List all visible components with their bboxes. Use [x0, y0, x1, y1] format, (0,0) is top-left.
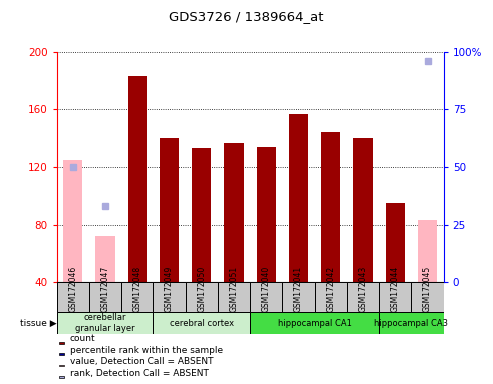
Bar [89, 282, 121, 312]
Bar [379, 282, 412, 312]
Text: GSM172042: GSM172042 [326, 266, 335, 312]
Text: cerebral cortex: cerebral cortex [170, 319, 234, 328]
Text: GSM172045: GSM172045 [423, 266, 432, 312]
Text: tissue ▶: tissue ▶ [20, 319, 57, 328]
Bar [289, 114, 308, 282]
Bar [121, 282, 153, 312]
Text: GSM172046: GSM172046 [69, 266, 77, 312]
Bar [224, 142, 244, 282]
Bar [418, 220, 437, 282]
Text: count: count [70, 334, 96, 343]
Text: GSM172051: GSM172051 [230, 266, 239, 312]
Bar [59, 353, 64, 355]
Bar [353, 138, 373, 282]
Bar [282, 282, 315, 312]
Text: value, Detection Call = ABSENT: value, Detection Call = ABSENT [70, 357, 213, 366]
Bar [63, 160, 82, 282]
Text: hippocampal CA3: hippocampal CA3 [375, 319, 449, 328]
Bar [96, 236, 115, 282]
Bar [59, 365, 64, 366]
Bar [321, 132, 341, 282]
Bar [347, 282, 379, 312]
Bar [59, 376, 64, 378]
Bar [57, 282, 89, 312]
Text: GSM172040: GSM172040 [262, 266, 271, 312]
Text: GSM172044: GSM172044 [391, 266, 400, 312]
Text: GSM172048: GSM172048 [133, 266, 142, 312]
Bar [186, 282, 218, 312]
Bar [57, 312, 153, 334]
Bar [160, 138, 179, 282]
Bar [257, 147, 276, 282]
Text: hippocampal CA1: hippocampal CA1 [278, 319, 352, 328]
Bar [386, 203, 405, 282]
Text: GDS3726 / 1389664_at: GDS3726 / 1389664_at [169, 10, 324, 23]
Text: GSM172049: GSM172049 [165, 266, 174, 312]
Bar [153, 312, 250, 334]
Bar [315, 282, 347, 312]
Bar [250, 282, 282, 312]
Bar [250, 312, 379, 334]
Bar [379, 312, 444, 334]
Bar [192, 148, 211, 282]
Text: GSM172041: GSM172041 [294, 266, 303, 312]
Bar [128, 76, 147, 282]
Text: cerebellar
granular layer: cerebellar granular layer [75, 313, 135, 333]
Bar [218, 282, 250, 312]
Text: rank, Detection Call = ABSENT: rank, Detection Call = ABSENT [70, 369, 209, 377]
Text: GSM172047: GSM172047 [101, 266, 109, 312]
Text: percentile rank within the sample: percentile rank within the sample [70, 346, 223, 355]
Bar [59, 342, 64, 344]
Text: GSM172043: GSM172043 [358, 266, 368, 312]
Bar [412, 282, 444, 312]
Text: GSM172050: GSM172050 [197, 266, 207, 312]
Bar [153, 282, 186, 312]
